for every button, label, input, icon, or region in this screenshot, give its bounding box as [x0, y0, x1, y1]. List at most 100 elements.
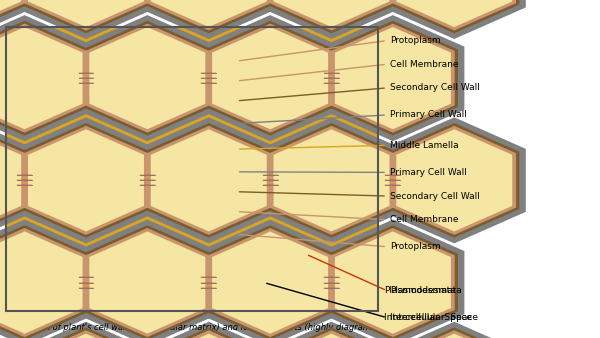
Text: Middle Lamella: Middle Lamella — [390, 141, 458, 150]
Polygon shape — [389, 328, 520, 338]
Text: Protoplasm: Protoplasm — [390, 242, 440, 251]
Polygon shape — [28, 334, 144, 338]
FancyBboxPatch shape — [6, 27, 378, 311]
Polygon shape — [335, 27, 451, 129]
Polygon shape — [0, 0, 35, 39]
Polygon shape — [21, 123, 151, 238]
Polygon shape — [21, 0, 151, 33]
Polygon shape — [274, 334, 389, 338]
Polygon shape — [143, 123, 274, 238]
Polygon shape — [322, 220, 464, 338]
Polygon shape — [205, 21, 335, 136]
Text: Secondary Cell Wall: Secondary Cell Wall — [390, 83, 480, 92]
Bar — [6, 27, 378, 311]
Polygon shape — [0, 123, 28, 238]
Polygon shape — [82, 21, 212, 136]
Polygon shape — [147, 0, 271, 30]
Polygon shape — [137, 117, 280, 243]
Polygon shape — [14, 322, 157, 338]
Polygon shape — [86, 228, 209, 337]
Polygon shape — [389, 0, 520, 33]
Polygon shape — [24, 330, 148, 338]
Polygon shape — [328, 225, 458, 338]
Text: Plasmodesmata: Plasmodesmata — [384, 286, 456, 295]
Polygon shape — [143, 0, 274, 33]
Polygon shape — [0, 15, 96, 141]
Text: Plasmodesmata: Plasmodesmata — [390, 286, 462, 295]
Polygon shape — [0, 21, 89, 136]
Polygon shape — [266, 0, 397, 33]
Polygon shape — [383, 0, 526, 39]
Polygon shape — [269, 126, 394, 235]
Polygon shape — [331, 24, 455, 132]
Polygon shape — [208, 228, 332, 337]
Polygon shape — [143, 328, 274, 338]
Polygon shape — [89, 27, 205, 129]
Polygon shape — [260, 322, 403, 338]
Polygon shape — [147, 126, 271, 235]
Polygon shape — [266, 328, 397, 338]
Polygon shape — [383, 322, 526, 338]
Polygon shape — [0, 322, 35, 338]
Polygon shape — [89, 232, 205, 334]
Polygon shape — [212, 27, 328, 129]
Polygon shape — [82, 225, 212, 338]
Polygon shape — [0, 328, 28, 338]
Bar — [6, 27, 378, 311]
Text: Cell Membrane: Cell Membrane — [390, 60, 458, 69]
Polygon shape — [328, 21, 458, 136]
Polygon shape — [260, 117, 403, 243]
Polygon shape — [322, 15, 464, 141]
Polygon shape — [137, 322, 280, 338]
Polygon shape — [274, 129, 389, 232]
Polygon shape — [137, 0, 280, 39]
Polygon shape — [24, 0, 148, 30]
Polygon shape — [21, 328, 151, 338]
Polygon shape — [147, 330, 271, 338]
Polygon shape — [86, 24, 209, 132]
Polygon shape — [0, 0, 21, 27]
Polygon shape — [266, 123, 397, 238]
Polygon shape — [392, 330, 516, 338]
Text: Primary Cell Wall: Primary Cell Wall — [390, 168, 467, 177]
Polygon shape — [24, 126, 148, 235]
Polygon shape — [0, 232, 83, 334]
Polygon shape — [392, 126, 516, 235]
Polygon shape — [396, 129, 512, 232]
Polygon shape — [199, 220, 341, 338]
Polygon shape — [0, 126, 25, 235]
Polygon shape — [383, 117, 526, 243]
Polygon shape — [260, 0, 403, 39]
Text: Intercellular  Space: Intercellular Space — [384, 313, 472, 322]
Polygon shape — [212, 232, 328, 334]
Polygon shape — [151, 129, 267, 232]
Text: Intercellular  Space: Intercellular Space — [390, 313, 478, 322]
Polygon shape — [151, 0, 267, 27]
Polygon shape — [0, 24, 86, 132]
Polygon shape — [76, 15, 219, 141]
Polygon shape — [14, 0, 157, 39]
Text: Primary Cell Wall: Primary Cell Wall — [390, 111, 467, 119]
Polygon shape — [208, 24, 332, 132]
Polygon shape — [0, 228, 86, 337]
Polygon shape — [335, 232, 451, 334]
Polygon shape — [0, 0, 25, 30]
Polygon shape — [0, 220, 96, 338]
Polygon shape — [389, 123, 520, 238]
Polygon shape — [0, 334, 21, 338]
Polygon shape — [0, 27, 83, 129]
Polygon shape — [331, 228, 455, 337]
Polygon shape — [0, 0, 28, 33]
Polygon shape — [0, 129, 21, 232]
Polygon shape — [396, 334, 512, 338]
Polygon shape — [76, 220, 219, 338]
Polygon shape — [0, 117, 35, 243]
Text: Placement of plant's cell wall (extracellular matrix) and its major parts (highl: Placement of plant's cell wall (extracel… — [6, 323, 398, 332]
Polygon shape — [269, 330, 394, 338]
Text: Cell Membrane: Cell Membrane — [390, 215, 458, 224]
Polygon shape — [269, 0, 394, 30]
Text: Secondary Cell Wall: Secondary Cell Wall — [390, 192, 480, 200]
Polygon shape — [0, 225, 89, 338]
Polygon shape — [28, 0, 144, 27]
Text: Protoplasm: Protoplasm — [390, 36, 440, 45]
